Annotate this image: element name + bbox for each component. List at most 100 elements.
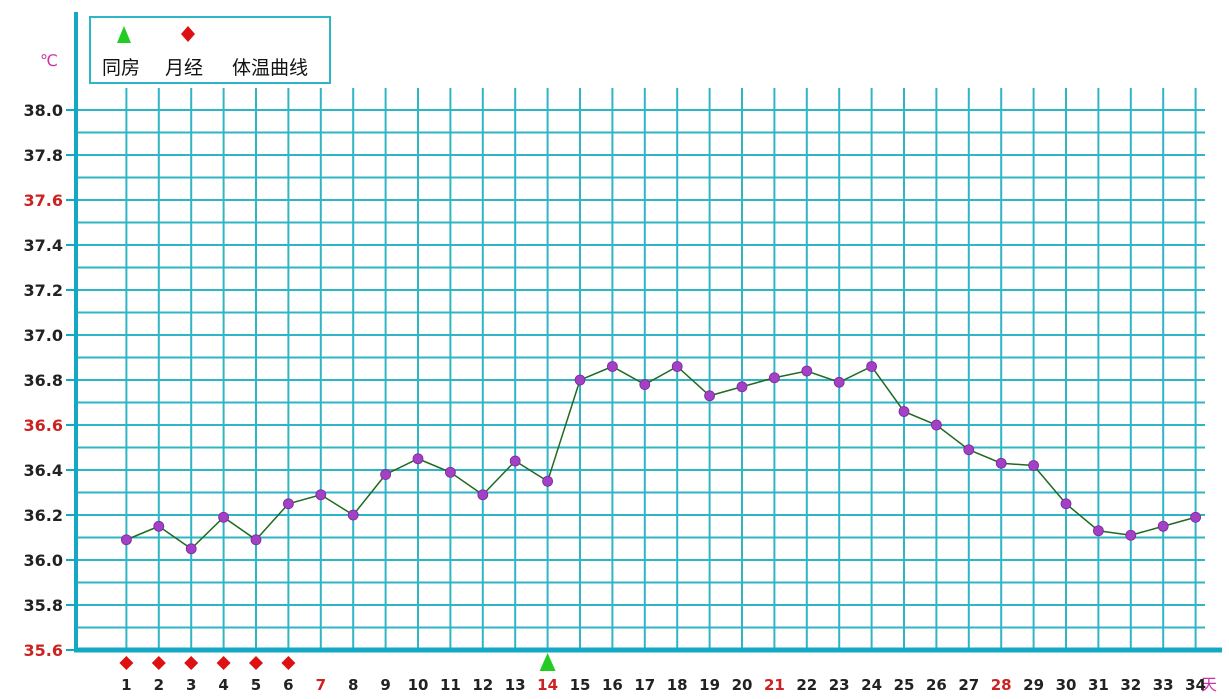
x-tick-label: 12 [472,676,493,694]
data-point [833,376,845,388]
x-tick-label: 29 [1023,676,1044,694]
x-tick-label: 16 [602,676,623,694]
legend-label-intercourse: 同房 [102,57,140,79]
x-tick-label: 1 [121,676,131,694]
x-tick-label: 19 [699,676,720,694]
menses-marker [119,656,134,670]
menses-marker [281,656,296,670]
legend-label-curve: 体温曲线 [232,57,308,79]
x-tick-label: 13 [505,676,526,694]
data-point [866,361,877,372]
data-point [121,534,132,546]
x-tick-label: 23 [829,676,850,694]
data-point [1157,520,1169,532]
data-point [315,489,327,501]
grid [76,88,1205,650]
data-point [639,379,651,390]
data-point [380,469,392,480]
data-point [963,444,975,456]
x-tick-labels: 1 2 3 4 5 6 7 8 9 10 11 12 13 14 15 16 17 18 19 20 21 22 23 24 2… [121,676,1206,694]
y-tick-label: 36.8 [24,371,63,390]
menses-marker [249,656,263,670]
y-tick-label: 37.4 [24,236,63,255]
y-tick-label: 37.0 [24,326,63,345]
y-unit-label: ℃ [40,51,58,70]
menses-marker [151,656,166,670]
x-tick-label: 34 [1185,676,1206,694]
y-tick-label: 35.6 [24,641,63,660]
y-tick-labels: 38.0 37.8 37.6 37.4 37.2 37.0 36.8 36.6 36.4 36.2… [24,101,63,660]
data-point [412,453,424,465]
y-tick-label: 37.2 [24,281,63,300]
x-tick-label: 14 [537,676,558,694]
data-point [607,361,618,372]
data-point [153,520,165,532]
x-tick-label: 17 [634,676,655,694]
data-point [671,361,683,372]
x-tick-label: 28 [991,676,1012,694]
x-tick-label: 20 [732,676,753,694]
data-point [444,466,456,478]
y-tick-label: 36.6 [24,416,63,435]
x-tick-label: 18 [667,676,688,694]
x-tick-label: 8 [348,676,358,694]
axes: ℃ 天 [40,12,1222,694]
y-tick-label: 37.8 [24,146,63,165]
data-point [801,365,813,377]
series-temperature [121,361,1201,555]
y-tick-label: 36.0 [24,551,63,570]
x-tick-label: 6 [283,676,293,694]
legend-box [89,16,331,84]
x-tick-label: 10 [408,676,429,694]
x-tick-label: 11 [440,676,461,694]
data-point [218,511,230,523]
x-tick-label: 26 [926,676,947,694]
x-tick-label: 4 [218,676,228,694]
data-point [1093,525,1104,537]
data-point [704,390,715,402]
x-tick-label: 5 [251,676,261,694]
intercourse-marker [539,653,556,671]
series-line [126,365,1196,550]
data-point [574,374,586,386]
diamond-icon [181,26,195,42]
x-tick-label: 2 [154,676,164,694]
x-tick-label: 3 [186,676,196,694]
x-tick-label: 25 [894,676,915,694]
data-point [1125,529,1137,541]
data-point [995,457,1007,469]
triangle-icon [117,26,131,43]
x-tick-label: 22 [796,676,817,694]
y-tick-label: 36.2 [24,506,63,525]
menses-marker [184,656,199,670]
y-tick-label: 36.4 [24,461,63,480]
x-tick-label: 15 [570,676,591,694]
data-point [347,509,359,521]
data-point [1190,511,1201,523]
data-point [250,534,262,546]
data-point [898,406,910,417]
x-tick-label: 7 [316,676,326,694]
data-point [282,498,294,510]
menses-marker [216,656,231,670]
x-tick-label: 9 [380,676,390,694]
x-tick-label: 30 [1056,676,1077,694]
data-point [509,455,521,467]
y-tick-label: 38.0 [24,101,63,120]
event-markers [119,653,556,671]
data-point [542,475,553,487]
y-tick-label: 37.6 [24,191,63,210]
x-tick-label: 24 [861,676,882,694]
data-point [931,419,942,431]
x-tick-label: 21 [764,676,785,694]
x-tick-label: 33 [1153,676,1174,694]
legend: 同房 月经 体温曲线 [89,16,331,84]
data-point [477,489,489,501]
x-tick-label: 31 [1088,676,1109,694]
data-point [185,543,197,555]
data-point [769,372,780,384]
y-tick-label: 35.8 [24,596,63,615]
